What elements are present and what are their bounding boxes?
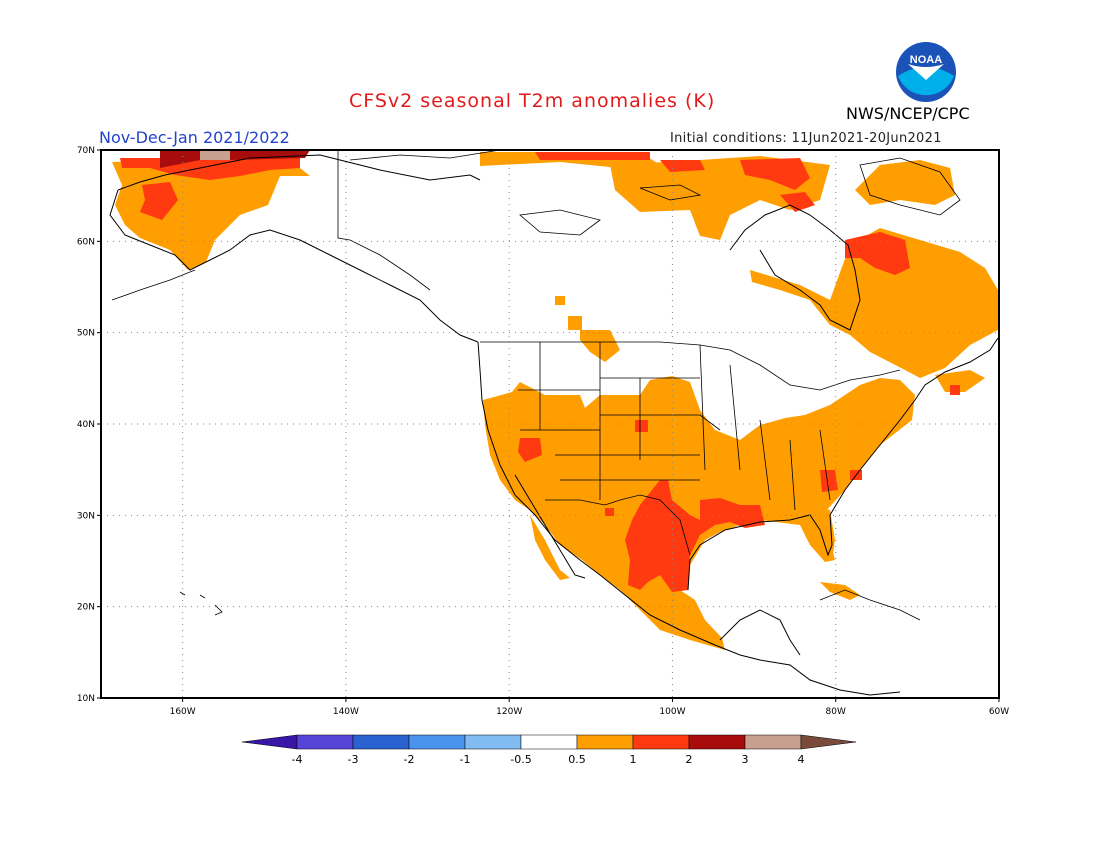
legend-label: -3 (348, 753, 359, 766)
legend-label: -4 (292, 753, 303, 766)
legend-label: 1 (630, 753, 637, 766)
forecast-period: Nov-Dec-Jan 2021/2022 (99, 128, 290, 147)
legend-swatch (352, 734, 410, 750)
initial-conditions: Initial conditions: 11Jun2021-20Jun2021 (670, 131, 942, 146)
axis-ticks (97, 149, 1000, 702)
lon-tick-label: 140W (333, 707, 359, 717)
legend-label: 2 (686, 753, 693, 766)
legend-label: -0.5 (510, 753, 531, 766)
political-boundaries (337, 150, 901, 556)
anomaly-fill-0.5-1 (112, 152, 998, 650)
anomaly-fill-2-3 (160, 150, 310, 168)
lat-tick-label: 30N (77, 511, 95, 521)
lat-tick-label: 50N (77, 329, 95, 339)
legend-swatch (296, 734, 354, 750)
legend-swatch (464, 734, 522, 750)
legend-swatch (576, 734, 634, 750)
legend-swatch (632, 734, 690, 750)
coastlines (109, 149, 999, 696)
legend-swatch (688, 734, 746, 750)
legend-label: -1 (460, 753, 471, 766)
lat-tick-label: 40N (77, 420, 95, 430)
legend-label: 3 (742, 753, 749, 766)
legend-label: -2 (404, 753, 415, 766)
logo-bird (908, 64, 944, 80)
gridlines (101, 150, 999, 698)
legend-arrow-high (800, 734, 857, 750)
logo-wave (898, 67, 954, 96)
lat-tick-label: 20N (77, 603, 95, 613)
legend-swatch (408, 734, 466, 750)
legend-arrow-low (241, 734, 298, 750)
legend-label: 0.5 (568, 753, 586, 766)
lon-tick-label: 80W (826, 707, 846, 717)
legend-swatch (744, 734, 802, 750)
legend-labels: -4 -3 -2 -1 -0.5 0.5 1 2 3 4 (292, 753, 805, 766)
lat-tick-label: 10N (77, 694, 95, 704)
lat-tick-label: 70N (77, 146, 95, 156)
lon-tick-label: 60W (989, 707, 1009, 717)
chart-title: CFSv2 seasonal T2m anomalies (K) (349, 90, 716, 112)
noaa-logo-icon: NOAA (896, 42, 956, 102)
legend-label: 4 (798, 753, 805, 766)
lon-tick-label: 100W (659, 707, 685, 717)
anomaly-fill-1-2 (120, 152, 960, 592)
agency-label: NWS/NCEP/CPC (846, 104, 970, 123)
lon-tick-label: 120W (496, 707, 522, 717)
legend-swatch (520, 734, 578, 750)
legend-color-bar (241, 734, 857, 750)
logo-text: NOAA (910, 54, 942, 66)
longitude-labels: 160W 140W 120W 100W 80W 60W (170, 707, 1010, 717)
latitude-labels: 70N 60N 50N 40N 30N 20N 10N (77, 146, 95, 704)
lat-tick-label: 60N (77, 237, 95, 247)
lon-tick-label: 160W (170, 707, 196, 717)
